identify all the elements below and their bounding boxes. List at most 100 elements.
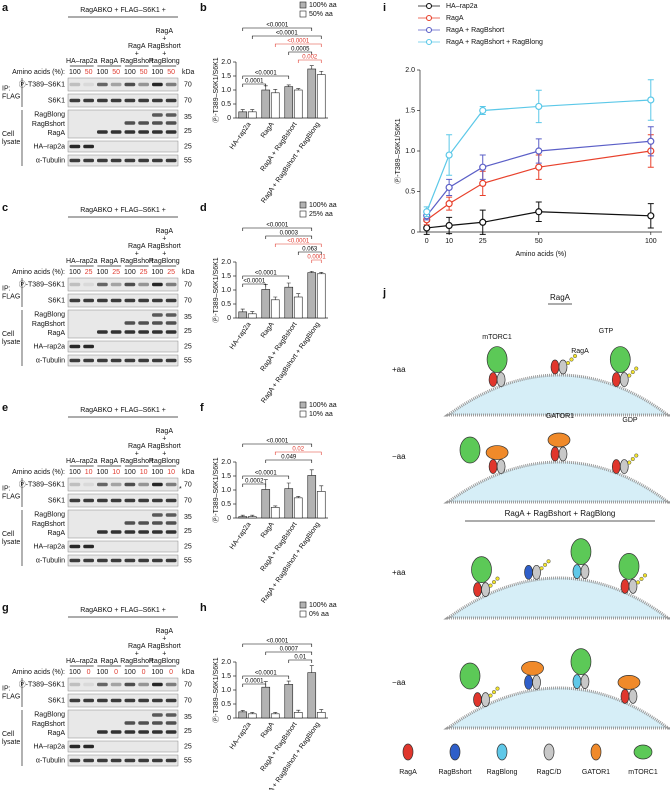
- blot-band: [138, 498, 149, 503]
- x-tick-label: 100: [645, 238, 657, 245]
- group-label: FLAG: [2, 693, 20, 700]
- sig-bracket: [242, 643, 313, 647]
- gator1: [617, 675, 641, 690]
- kda-header: kDa: [182, 669, 195, 676]
- blot-band: [69, 144, 81, 149]
- lane-label: RagBshort: [120, 458, 153, 465]
- mtorc1: [459, 662, 481, 690]
- blot-band: [110, 558, 122, 563]
- legend-label: GATOR1: [582, 769, 610, 776]
- group-label: Cell: [2, 731, 15, 738]
- legend-swatch: [299, 1, 307, 9]
- bar: [270, 299, 280, 319]
- row-label: RagA: [47, 330, 65, 337]
- rag-a: [488, 372, 498, 387]
- x-tick-label: RagA: [260, 321, 276, 340]
- rag-a: [572, 564, 582, 579]
- sig-bracket: [251, 35, 322, 39]
- bar: [293, 497, 303, 519]
- error-bar: [286, 84, 291, 87]
- aa-value: 0: [142, 669, 146, 676]
- error-bar: [296, 709, 301, 713]
- nucleotide: [488, 693, 493, 698]
- blot-band: [83, 82, 94, 87]
- blot-band: [165, 121, 177, 125]
- bar: [270, 92, 280, 119]
- group-label: lysate: [2, 539, 20, 546]
- nucleotide: [539, 566, 544, 571]
- point: [535, 147, 543, 155]
- membrane: [443, 460, 670, 504]
- bar: [261, 489, 271, 519]
- kda-label: 25: [184, 528, 192, 535]
- y-tick-label: 1.5: [221, 473, 231, 480]
- rag-a: [488, 459, 498, 474]
- rag-a: [524, 564, 533, 580]
- row-label: Ⓟ-T389–S6K1: [19, 280, 65, 288]
- aa-label: Amino acids (%):: [12, 269, 65, 276]
- membrane: [443, 686, 670, 730]
- rag-a: [524, 674, 533, 690]
- blot-band: [110, 158, 122, 163]
- blot-band: [124, 358, 136, 363]
- kda-label: 55: [184, 157, 192, 164]
- aa-value: 10: [85, 469, 93, 476]
- membrane: [443, 373, 670, 417]
- blot-strip: [67, 754, 179, 767]
- blot-band: [110, 130, 122, 134]
- blot-band: [165, 698, 177, 703]
- blot-header: RagABKO + FLAG–S6K1 +: [80, 7, 166, 14]
- group-label: IP:: [2, 285, 11, 292]
- lane-label: +: [135, 50, 139, 57]
- x-tick-label: 25: [479, 238, 487, 245]
- legend-label: 0% aa: [309, 611, 329, 618]
- blot-band: [138, 298, 149, 303]
- point: [445, 183, 453, 192]
- kda-label: 70: [184, 497, 192, 504]
- x-tick-label: RagA: [260, 721, 276, 740]
- sig-bracket: [242, 475, 290, 479]
- row-label: Ⓟ-T389–S6K1: [19, 680, 65, 688]
- kda-label: 70: [184, 281, 192, 288]
- legend-label: RagA: [446, 15, 464, 22]
- mtorc1: [471, 556, 492, 583]
- bar: [293, 296, 303, 319]
- blot-band: [165, 530, 177, 534]
- group-label: lysate: [2, 139, 20, 146]
- bar: [247, 313, 257, 319]
- blot-band: [138, 530, 149, 534]
- kda-label: 25: [184, 543, 192, 550]
- lane-label: +: [162, 35, 166, 42]
- sig-label: <0.0001: [255, 471, 278, 477]
- diagram-header: RagA: [550, 293, 571, 302]
- aa-value: 100: [124, 269, 136, 276]
- sig-bracket: [242, 443, 313, 447]
- rag-cd: [619, 459, 629, 474]
- lane-label: RagBshort: [148, 43, 181, 50]
- error-bar: [240, 308, 245, 312]
- error-bar: [273, 296, 278, 300]
- blot-band: [165, 721, 177, 725]
- blot-band: [97, 530, 108, 534]
- y-axis-label: Ⓟ-T389–S6K1/S6K1: [394, 118, 402, 183]
- error-bar: [319, 709, 324, 713]
- blot-strip: [67, 293, 179, 308]
- x-tick-label: HA–rap2a: [229, 521, 253, 551]
- aa-label: Amino acids (%):: [12, 669, 65, 676]
- blot-band: [110, 298, 122, 303]
- lane-label: +: [162, 50, 166, 57]
- sig-bracket: [297, 59, 322, 63]
- nucleotide: [635, 580, 641, 585]
- x-tick-label: 0: [425, 238, 429, 245]
- blot-strip: [67, 554, 179, 567]
- kda-header: kDa: [182, 269, 195, 276]
- blot-band: [83, 682, 94, 687]
- nucleotide: [569, 357, 574, 362]
- sig-bracket: [274, 43, 322, 47]
- blot-band: [124, 321, 136, 325]
- legend-label: HA–rap2a: [446, 3, 478, 10]
- sig-label: <0.0001: [276, 31, 299, 37]
- error-bar: [296, 88, 301, 90]
- blot-strip: [67, 140, 179, 153]
- error-bar: [240, 109, 245, 112]
